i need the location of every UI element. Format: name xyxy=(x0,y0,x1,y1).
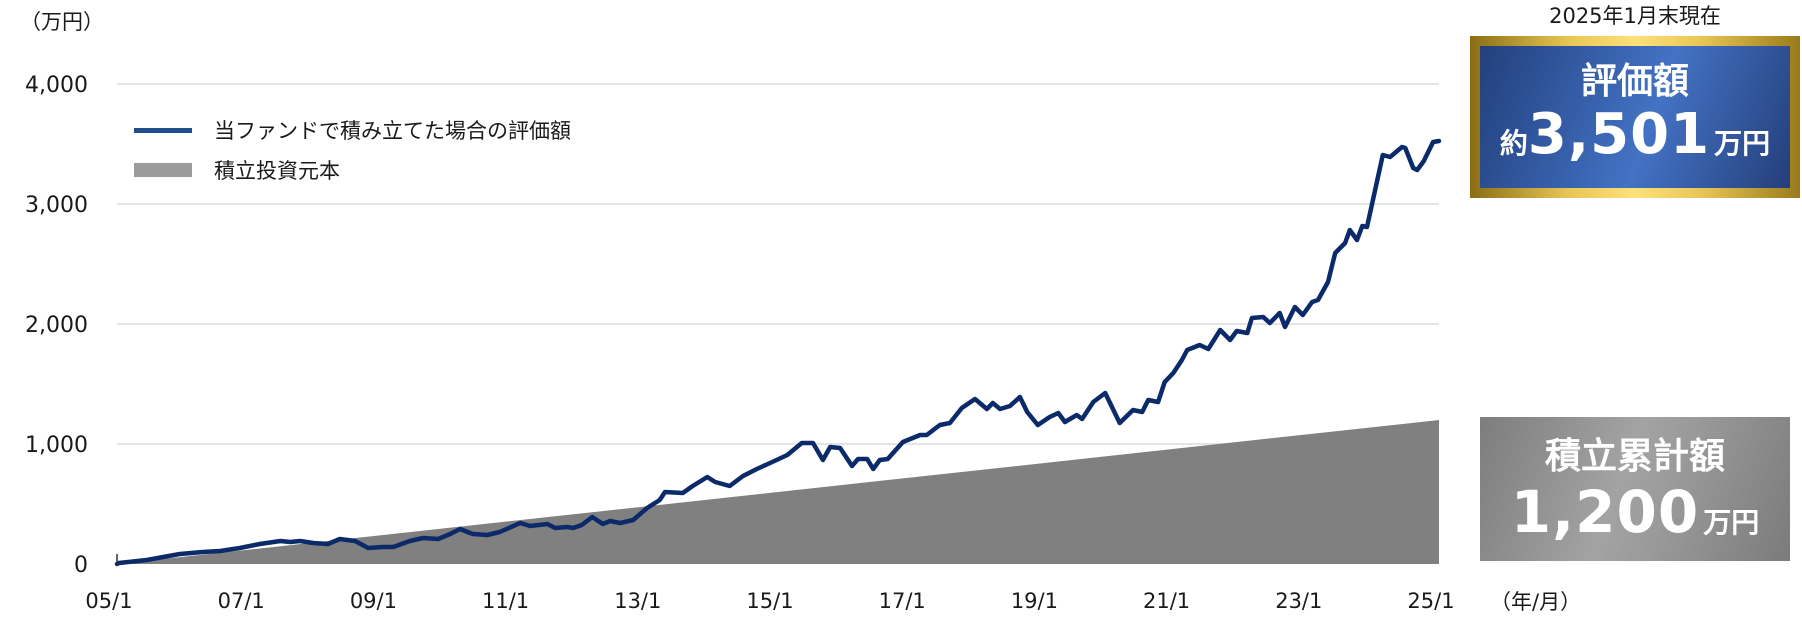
y-tick-label: 3,000 xyxy=(25,193,88,218)
total-contribution-value-row: 1,200 万円 xyxy=(1480,479,1790,560)
y-tick-label: 2,000 xyxy=(25,313,88,338)
total-contribution-unit: 万円 xyxy=(1703,506,1760,539)
evaluation-summary-inner: 評価額 約3,501 万円 xyxy=(1480,46,1790,188)
fund-value-line-series xyxy=(114,138,1442,567)
x-tick-label: 15/1 xyxy=(746,589,793,613)
y-axis-ticks: 0 1,000 2,000 3,000 4,000 xyxy=(25,73,88,578)
x-tick-label: 21/1 xyxy=(1143,589,1190,613)
y-tick-label: 4,000 xyxy=(25,73,88,98)
x-axis-ticks: 05/1 07/1 09/1 11/1 13/1 15/1 17/1 19/1 21/1 23/1… xyxy=(85,589,1454,613)
x-axis-unit-label: （年/月） xyxy=(1490,590,1582,614)
x-tick-label: 11/1 xyxy=(482,589,529,613)
evaluation-value-row: 約3,501 万円 xyxy=(1480,104,1790,179)
x-tick-label: 07/1 xyxy=(218,589,265,613)
legend-label: 当ファンドで積み立てた場合の評価額 xyxy=(214,119,571,143)
line-swatch-icon xyxy=(134,127,192,133)
x-tick-label: 09/1 xyxy=(350,589,397,613)
evaluation-title: 評価額 xyxy=(1580,61,1689,102)
y-tick-label: 1,000 xyxy=(25,433,88,458)
evaluation-summary-box: 評価額 約3,501 万円 xyxy=(1470,36,1800,198)
evaluation-unit: 万円 xyxy=(1714,127,1771,160)
total-contribution-title: 積立累計額 xyxy=(1544,436,1725,477)
legend-item-principal: 積立投資元本 xyxy=(134,150,571,190)
evaluation-prefix: 約 xyxy=(1499,127,1528,160)
y-axis-unit-label: （万円） xyxy=(20,10,104,34)
total-contribution-value: 1,200 xyxy=(1510,478,1700,546)
x-tick-label: 05/1 xyxy=(85,589,132,613)
as-of-date: 2025年1月末現在 xyxy=(1549,4,1721,28)
evaluation-value: 3,501 xyxy=(1527,102,1711,167)
area-swatch-icon xyxy=(134,163,192,177)
chart-legend: 当ファンドで積み立てた場合の評価額 積立投資元本 xyxy=(134,110,571,190)
x-tick-label: 19/1 xyxy=(1011,589,1058,613)
x-tick-label: 17/1 xyxy=(879,589,926,613)
x-tick-label: 13/1 xyxy=(614,589,661,613)
x-tick-label: 25/1 xyxy=(1407,589,1454,613)
principal-area-series xyxy=(117,420,1439,564)
legend-item-fund-value: 当ファンドで積み立てた場合の評価額 xyxy=(134,110,571,150)
y-tick-label: 0 xyxy=(74,553,88,578)
total-contribution-box: 積立累計額 1,200 万円 xyxy=(1480,417,1790,561)
x-tick-label: 23/1 xyxy=(1275,589,1322,613)
legend-label: 積立投資元本 xyxy=(214,159,340,183)
